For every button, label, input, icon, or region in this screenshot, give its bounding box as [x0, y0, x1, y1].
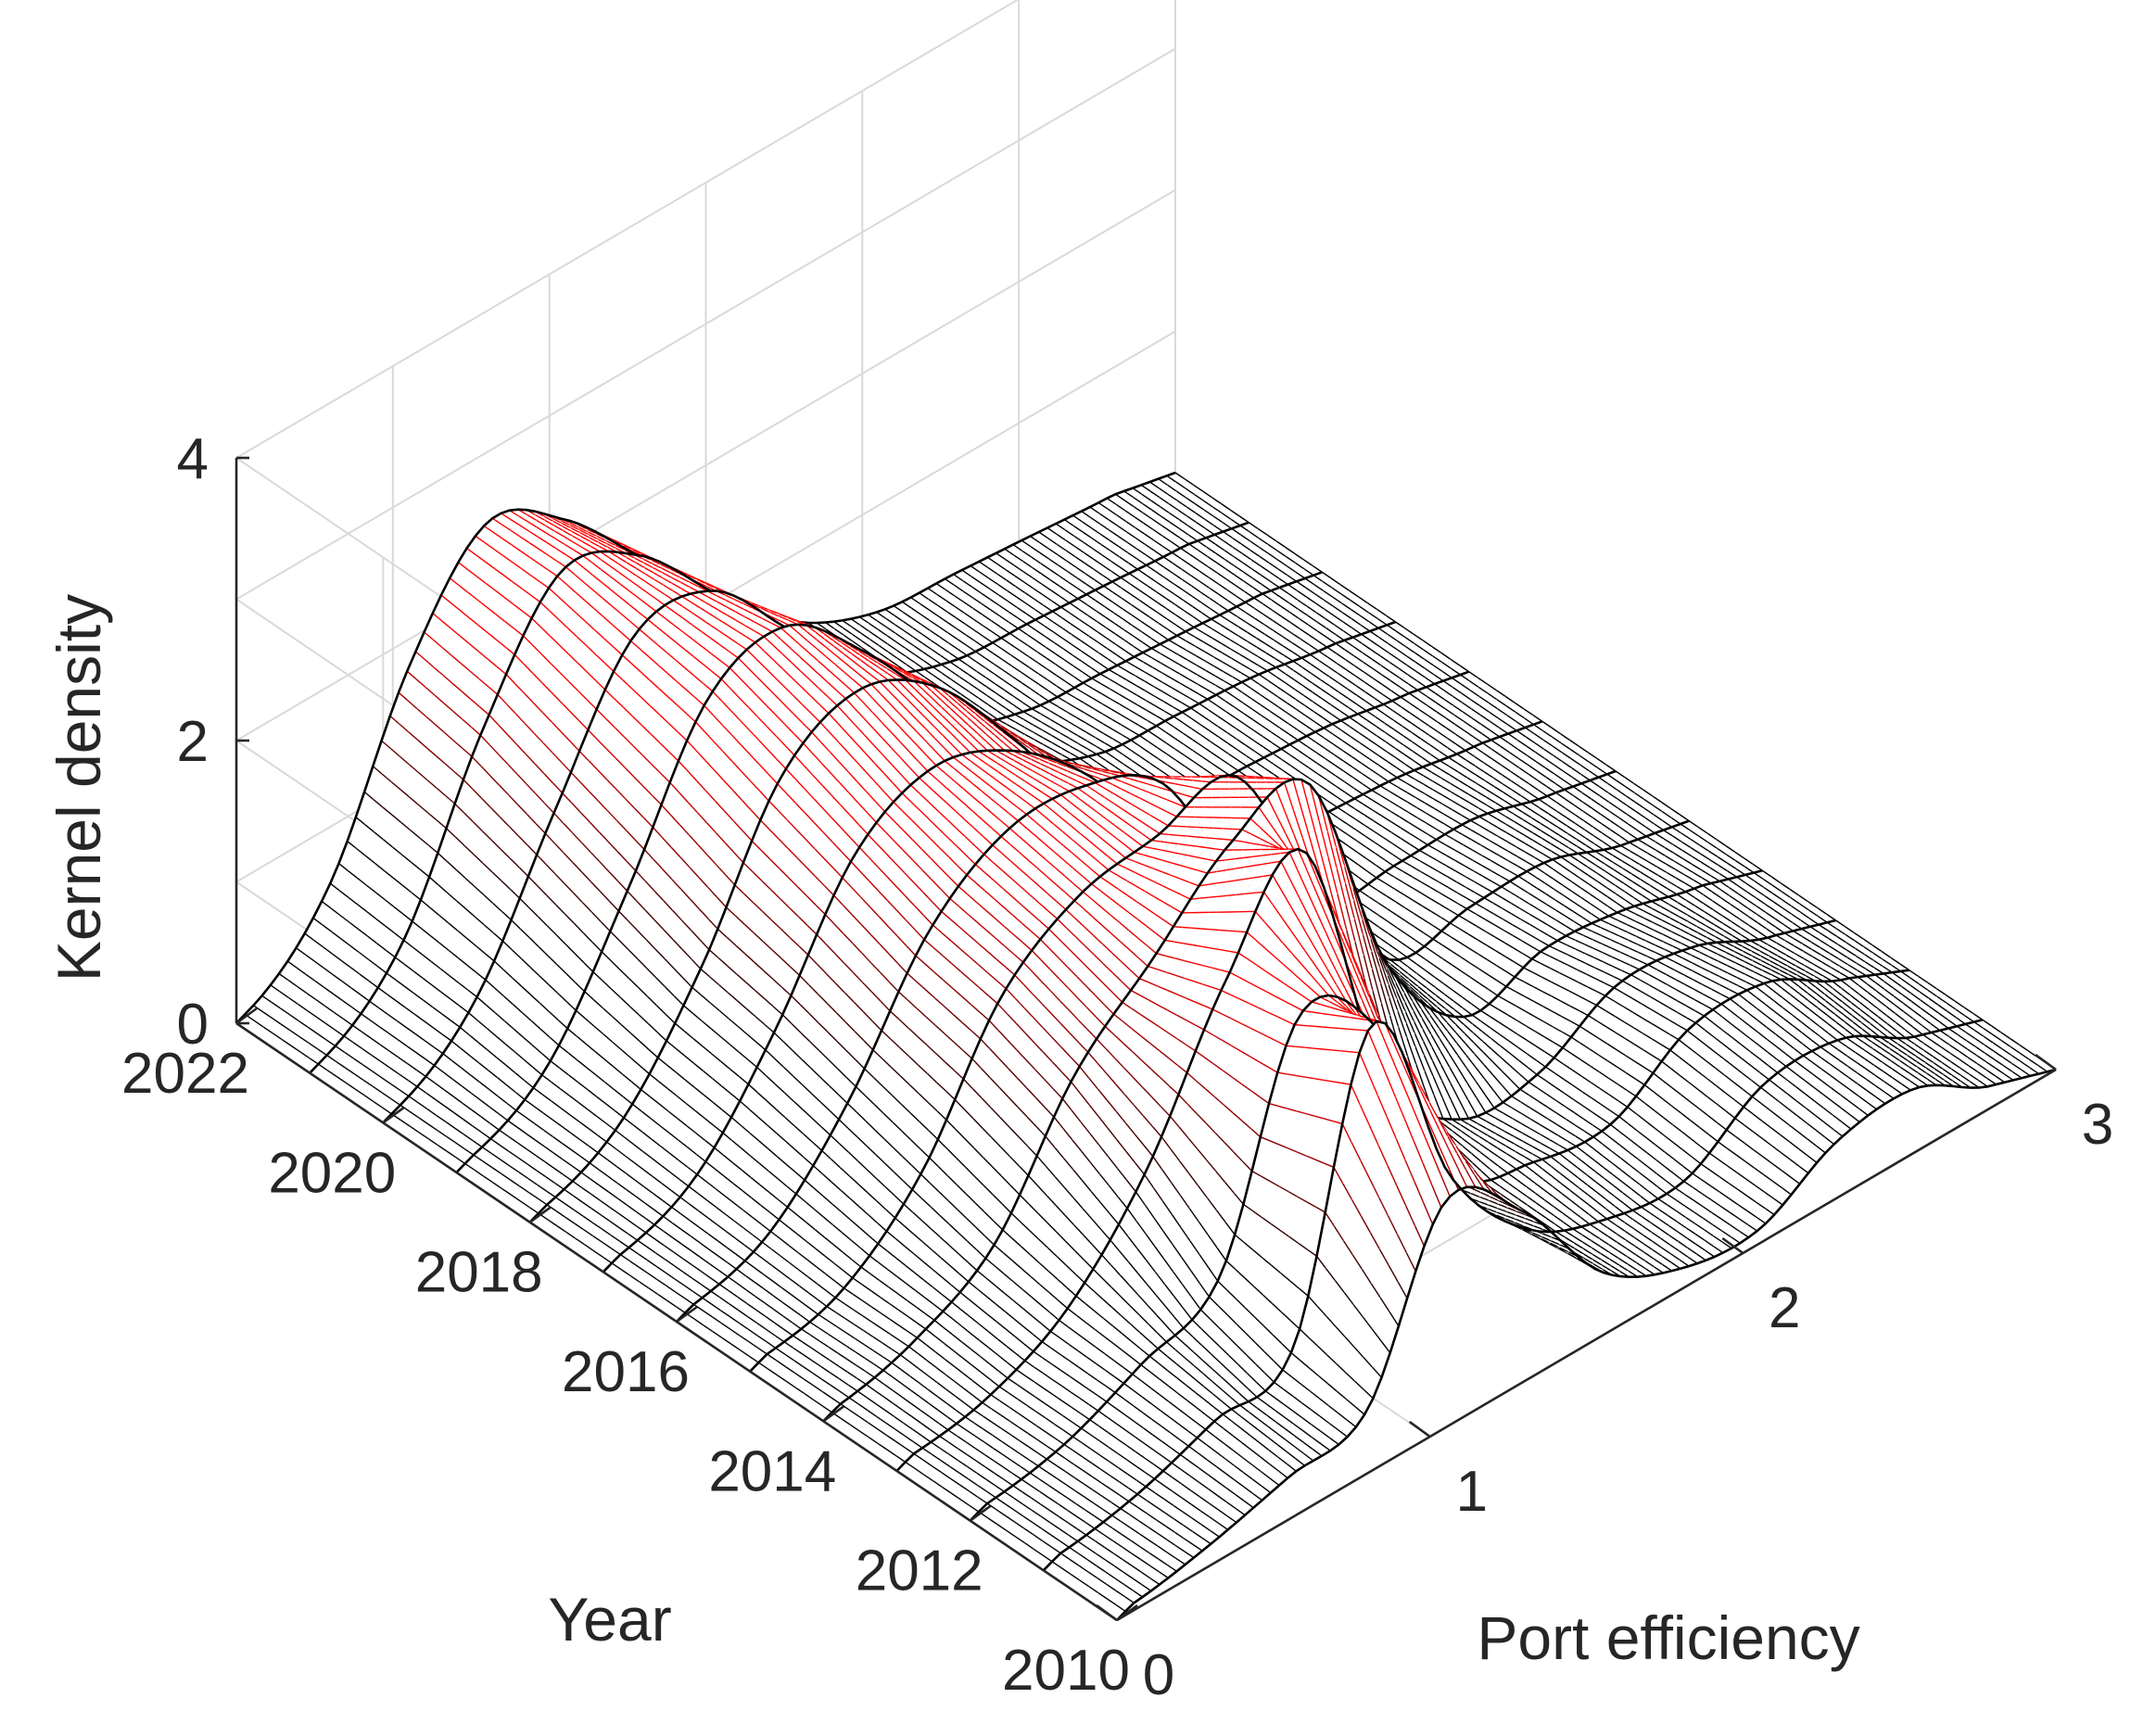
density-surface [236, 473, 2056, 1620]
